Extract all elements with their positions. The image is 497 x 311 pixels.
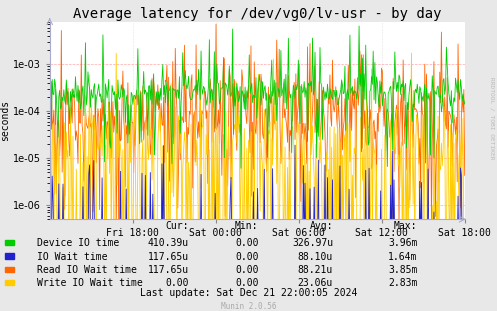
Text: 326.97u: 326.97u (292, 238, 333, 248)
Text: Device IO time: Device IO time (37, 238, 119, 248)
Text: Avg:: Avg: (310, 220, 333, 230)
Text: 2.83m: 2.83m (388, 278, 417, 288)
Text: Min:: Min: (235, 220, 258, 230)
Text: 1.64m: 1.64m (388, 252, 417, 262)
Text: 88.21u: 88.21u (298, 265, 333, 275)
Text: Cur:: Cur: (166, 220, 189, 230)
Text: 3.85m: 3.85m (388, 265, 417, 275)
Y-axis label: seconds: seconds (0, 100, 10, 141)
Text: 0.00: 0.00 (235, 238, 258, 248)
Text: 117.65u: 117.65u (148, 252, 189, 262)
Text: Last update: Sat Dec 21 22:00:05 2024: Last update: Sat Dec 21 22:00:05 2024 (140, 288, 357, 298)
Text: Munin 2.0.56: Munin 2.0.56 (221, 301, 276, 310)
Text: Read IO Wait time: Read IO Wait time (37, 265, 137, 275)
Text: Write IO Wait time: Write IO Wait time (37, 278, 143, 288)
Text: 117.65u: 117.65u (148, 265, 189, 275)
Text: 3.96m: 3.96m (388, 238, 417, 248)
Text: 0.00: 0.00 (235, 278, 258, 288)
Text: 88.10u: 88.10u (298, 252, 333, 262)
Text: 23.06u: 23.06u (298, 278, 333, 288)
Text: RRDTOOL / TOBI OETIKER: RRDTOOL / TOBI OETIKER (490, 77, 495, 160)
Text: IO Wait time: IO Wait time (37, 252, 108, 262)
Text: 0.00: 0.00 (166, 278, 189, 288)
Text: 0.00: 0.00 (235, 265, 258, 275)
Text: 410.39u: 410.39u (148, 238, 189, 248)
Title: Average latency for /dev/vg0/lv-usr - by day: Average latency for /dev/vg0/lv-usr - by… (73, 7, 441, 21)
Text: Max:: Max: (394, 220, 417, 230)
Text: 0.00: 0.00 (235, 252, 258, 262)
